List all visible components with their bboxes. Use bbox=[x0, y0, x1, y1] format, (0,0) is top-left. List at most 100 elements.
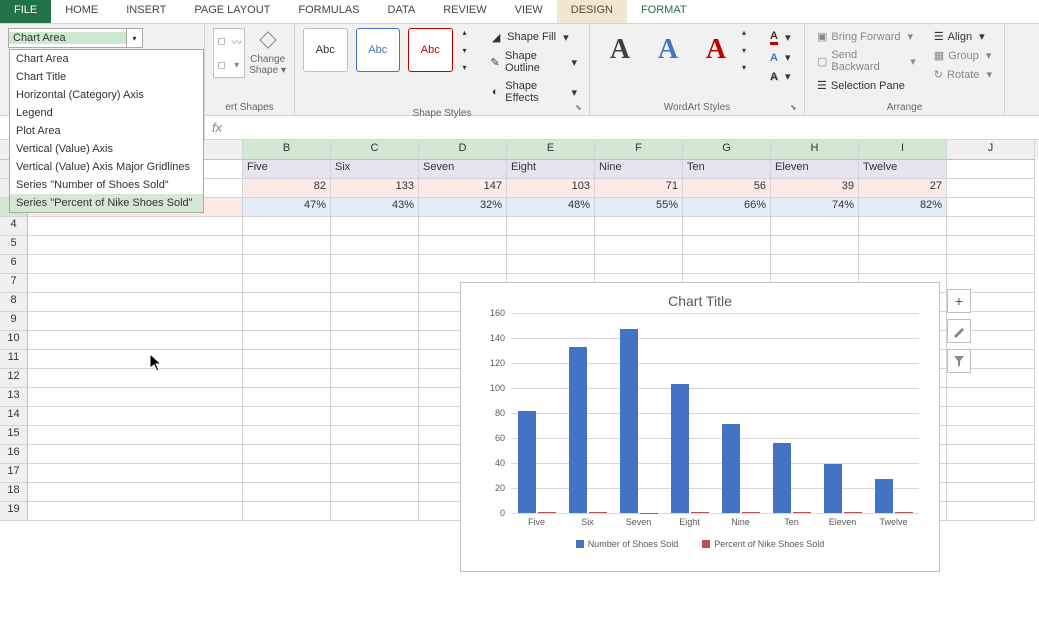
bar-group-nine[interactable] bbox=[715, 313, 766, 513]
chart-y-axis[interactable]: 020406080100120140160 bbox=[481, 313, 509, 513]
cell-J15[interactable] bbox=[947, 426, 1035, 445]
dropdown-option[interactable]: Plot Area bbox=[10, 122, 203, 140]
group-button[interactable]: ▦Group ▾ bbox=[930, 47, 996, 64]
chart-styles-button[interactable] bbox=[947, 319, 971, 343]
cell-A16[interactable] bbox=[28, 445, 243, 464]
cell-A6[interactable] bbox=[28, 255, 243, 274]
text-fill-button[interactable]: A ▾ bbox=[766, 28, 795, 47]
cell-B12[interactable] bbox=[243, 369, 331, 388]
ribbon-tab-view[interactable]: VIEW bbox=[501, 0, 557, 23]
cell-D3[interactable]: 32% bbox=[419, 198, 507, 217]
bar-group-seven[interactable] bbox=[613, 313, 664, 513]
cell-A19[interactable] bbox=[28, 502, 243, 521]
cell-C11[interactable] bbox=[331, 350, 419, 369]
cell-J17[interactable] bbox=[947, 464, 1035, 483]
dropdown-option[interactable]: Series "Number of Shoes Sold" bbox=[10, 176, 203, 194]
bar-series1[interactable] bbox=[875, 479, 893, 513]
cell-C1[interactable]: Six bbox=[331, 160, 419, 179]
cell-C14[interactable] bbox=[331, 407, 419, 426]
cell-G6[interactable] bbox=[683, 255, 771, 274]
cell-F4[interactable] bbox=[595, 217, 683, 236]
dropdown-option[interactable]: Horizontal (Category) Axis bbox=[10, 86, 203, 104]
cell-C7[interactable] bbox=[331, 274, 419, 293]
cell-B11[interactable] bbox=[243, 350, 331, 369]
cell-C9[interactable] bbox=[331, 312, 419, 331]
bar-series2[interactable] bbox=[742, 512, 760, 513]
cell-D2[interactable]: 147 bbox=[419, 179, 507, 198]
ribbon-tab-file[interactable]: FILE bbox=[0, 0, 51, 23]
shape-fill-button[interactable]: ◢ Shape Fill ▾ bbox=[485, 28, 581, 46]
bar-series1[interactable] bbox=[773, 443, 791, 513]
cell-A15[interactable] bbox=[28, 426, 243, 445]
cell-I6[interactable] bbox=[859, 255, 947, 274]
cell-E5[interactable] bbox=[507, 236, 595, 255]
chart-title[interactable]: Chart Title bbox=[461, 283, 939, 313]
cell-C13[interactable] bbox=[331, 388, 419, 407]
dropdown-option[interactable]: Vertical (Value) Axis Major Gridlines bbox=[10, 158, 203, 176]
cell-B7[interactable] bbox=[243, 274, 331, 293]
cell-D5[interactable] bbox=[419, 236, 507, 255]
cell-J6[interactable] bbox=[947, 255, 1035, 274]
align-button[interactable]: ☰Align ▾ bbox=[930, 28, 996, 45]
cell-B13[interactable] bbox=[243, 388, 331, 407]
cell-D6[interactable] bbox=[419, 255, 507, 274]
cell-F6[interactable] bbox=[595, 255, 683, 274]
cell-A17[interactable] bbox=[28, 464, 243, 483]
bar-series1[interactable] bbox=[620, 329, 638, 513]
selection-pane-button[interactable]: ☰Selection Pane bbox=[813, 77, 920, 94]
cell-H2[interactable]: 39 bbox=[771, 179, 859, 198]
row-header-19[interactable]: 19 bbox=[0, 502, 28, 521]
cell-B19[interactable] bbox=[243, 502, 331, 521]
cell-A7[interactable] bbox=[28, 274, 243, 293]
row-header-9[interactable]: 9 bbox=[0, 312, 28, 331]
cell-C10[interactable] bbox=[331, 331, 419, 350]
cell-B4[interactable] bbox=[243, 217, 331, 236]
cell-D1[interactable]: Seven bbox=[419, 160, 507, 179]
cell-I5[interactable] bbox=[859, 236, 947, 255]
row-header-18[interactable]: 18 bbox=[0, 483, 28, 502]
bar-series1[interactable] bbox=[722, 424, 740, 513]
ribbon-tab-page-layout[interactable]: PAGE LAYOUT bbox=[180, 0, 284, 23]
bar-series1[interactable] bbox=[824, 464, 842, 513]
row-header-6[interactable]: 6 bbox=[0, 255, 28, 274]
cell-C6[interactable] bbox=[331, 255, 419, 274]
cell-B3[interactable]: 47% bbox=[243, 198, 331, 217]
shape-style-preset-3[interactable]: Abc bbox=[408, 28, 453, 72]
ribbon-tab-home[interactable]: HOME bbox=[51, 0, 112, 23]
column-header-D[interactable]: D bbox=[419, 140, 507, 160]
formula-input[interactable] bbox=[229, 116, 1039, 139]
row-header-13[interactable]: 13 bbox=[0, 388, 28, 407]
chart-elements-button[interactable]: + bbox=[947, 289, 971, 313]
dropdown-option[interactable]: Vertical (Value) Axis bbox=[10, 140, 203, 158]
cell-C2[interactable]: 133 bbox=[331, 179, 419, 198]
bar-group-twelve[interactable] bbox=[868, 313, 919, 513]
row-header-15[interactable]: 15 bbox=[0, 426, 28, 445]
cell-C4[interactable] bbox=[331, 217, 419, 236]
wordart-preset-2[interactable]: A bbox=[646, 28, 690, 72]
bar-series1[interactable] bbox=[569, 347, 587, 513]
cell-B5[interactable] bbox=[243, 236, 331, 255]
cell-A12[interactable] bbox=[28, 369, 243, 388]
cell-C18[interactable] bbox=[331, 483, 419, 502]
cell-E6[interactable] bbox=[507, 255, 595, 274]
change-shape-button[interactable]: Change Shape ▾ bbox=[249, 28, 286, 76]
row-header-10[interactable]: 10 bbox=[0, 331, 28, 350]
cell-J14[interactable] bbox=[947, 407, 1035, 426]
cell-B17[interactable] bbox=[243, 464, 331, 483]
bar-group-five[interactable] bbox=[511, 313, 562, 513]
cell-H5[interactable] bbox=[771, 236, 859, 255]
bar-series2[interactable] bbox=[895, 512, 913, 513]
row-header-16[interactable]: 16 bbox=[0, 445, 28, 464]
cell-F2[interactable]: 71 bbox=[595, 179, 683, 198]
row-header-5[interactable]: 5 bbox=[0, 236, 28, 255]
cell-B14[interactable] bbox=[243, 407, 331, 426]
ribbon-tab-review[interactable]: REVIEW bbox=[429, 0, 500, 23]
cell-A11[interactable] bbox=[28, 350, 243, 369]
cell-A5[interactable] bbox=[28, 236, 243, 255]
cell-C19[interactable] bbox=[331, 502, 419, 521]
cell-B16[interactable] bbox=[243, 445, 331, 464]
legend-item-2[interactable]: Percent of Nike Shoes Sold bbox=[702, 539, 824, 549]
cell-G5[interactable] bbox=[683, 236, 771, 255]
dropdown-option[interactable]: Chart Area bbox=[10, 50, 203, 68]
cell-C3[interactable]: 43% bbox=[331, 198, 419, 217]
